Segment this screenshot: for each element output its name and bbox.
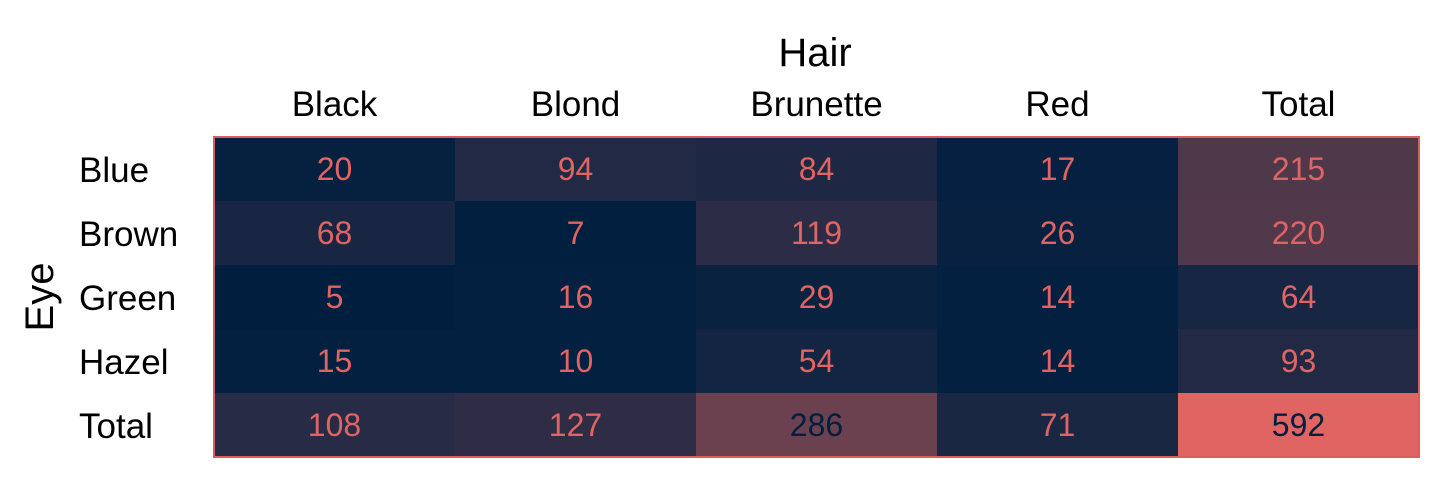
heatmap-cell: [937, 137, 1179, 202]
heatmap-cells: [214, 137, 1420, 458]
cell-value: 94: [558, 151, 594, 187]
cell-value: 16: [558, 279, 594, 315]
heatmap-cell: [937, 329, 1179, 394]
row-label-brown: Brown: [79, 215, 178, 254]
col-label-total: Total: [1262, 85, 1336, 124]
cell-value: 64: [1281, 279, 1317, 315]
cell-value: 14: [1040, 279, 1076, 315]
cell-value: 68: [317, 215, 353, 251]
heatmap-cell: [1178, 201, 1420, 266]
heatmap-cell: [214, 393, 456, 458]
cell-value: 15: [317, 343, 353, 379]
heatmap-cell: [696, 137, 938, 202]
cell-value: 286: [790, 407, 843, 443]
row-label-blue: Blue: [79, 151, 149, 190]
cell-value: 54: [799, 343, 835, 379]
heatmap-cell: [696, 393, 938, 458]
cell-value: 29: [799, 279, 835, 315]
cell-value: 17: [1040, 151, 1076, 187]
cell-value: 5: [326, 279, 344, 315]
heatmap-cell: [1178, 265, 1420, 330]
cell-value: 20: [317, 151, 353, 187]
heatmap-cell: [455, 329, 697, 394]
heatmap-cell: [937, 393, 1179, 458]
cell-value: 26: [1040, 215, 1076, 251]
col-label-brunette: Brunette: [750, 85, 882, 124]
heatmap-cell: [1178, 137, 1420, 202]
heatmap-cell: [1178, 329, 1420, 394]
row-label-hazel: Hazel: [79, 343, 168, 382]
cell-value: 14: [1040, 343, 1076, 379]
x-axis-title: Hair: [778, 31, 851, 75]
cell-value: 108: [308, 407, 361, 443]
heatmap-cell: [455, 393, 697, 458]
cell-value: 119: [791, 215, 842, 251]
heatmap-cell: [696, 329, 938, 394]
heatmap-cell: [455, 265, 697, 330]
y-axis-title: Eye: [18, 263, 62, 332]
heatmap-cell: [696, 201, 938, 266]
heatmap-cell: [455, 201, 697, 266]
heatmap-cell: [1178, 393, 1420, 458]
cell-value: 71: [1040, 407, 1076, 443]
col-label-black: Black: [292, 85, 378, 124]
heatmap-cell: [214, 137, 456, 202]
col-label-blond: Blond: [531, 85, 621, 124]
heatmap-cell: [455, 137, 697, 202]
heatmap-cell: [937, 201, 1179, 266]
column-labels: Black Blond Brunette Red Total: [292, 85, 1336, 124]
heatmap-cell: [696, 265, 938, 330]
cell-value: 84: [799, 151, 835, 187]
cell-value: 93: [1281, 343, 1317, 379]
cell-value: 10: [558, 343, 594, 379]
row-label-green: Green: [79, 279, 176, 318]
cell-value: 592: [1272, 407, 1325, 443]
heatmap-cell: [214, 329, 456, 394]
heatmap-cell: [214, 201, 456, 266]
cell-value: 7: [567, 215, 585, 251]
heatmap-cell: [214, 265, 456, 330]
cell-value: 127: [549, 407, 602, 443]
cell-value: 220: [1272, 215, 1325, 251]
heatmap-cell: [937, 265, 1179, 330]
row-labels: Blue Brown Green Hazel Total: [79, 151, 178, 446]
heatmap-cell-values: 20 94 84 17 215 68 7 119 26 220 5 16 29 14 64 15 10 54 14 9…: [308, 151, 1325, 443]
row-label-total: Total: [79, 407, 153, 446]
heatmap-border: [213, 136, 1420, 458]
cell-value: 215: [1272, 151, 1325, 187]
col-label-red: Red: [1025, 85, 1089, 124]
